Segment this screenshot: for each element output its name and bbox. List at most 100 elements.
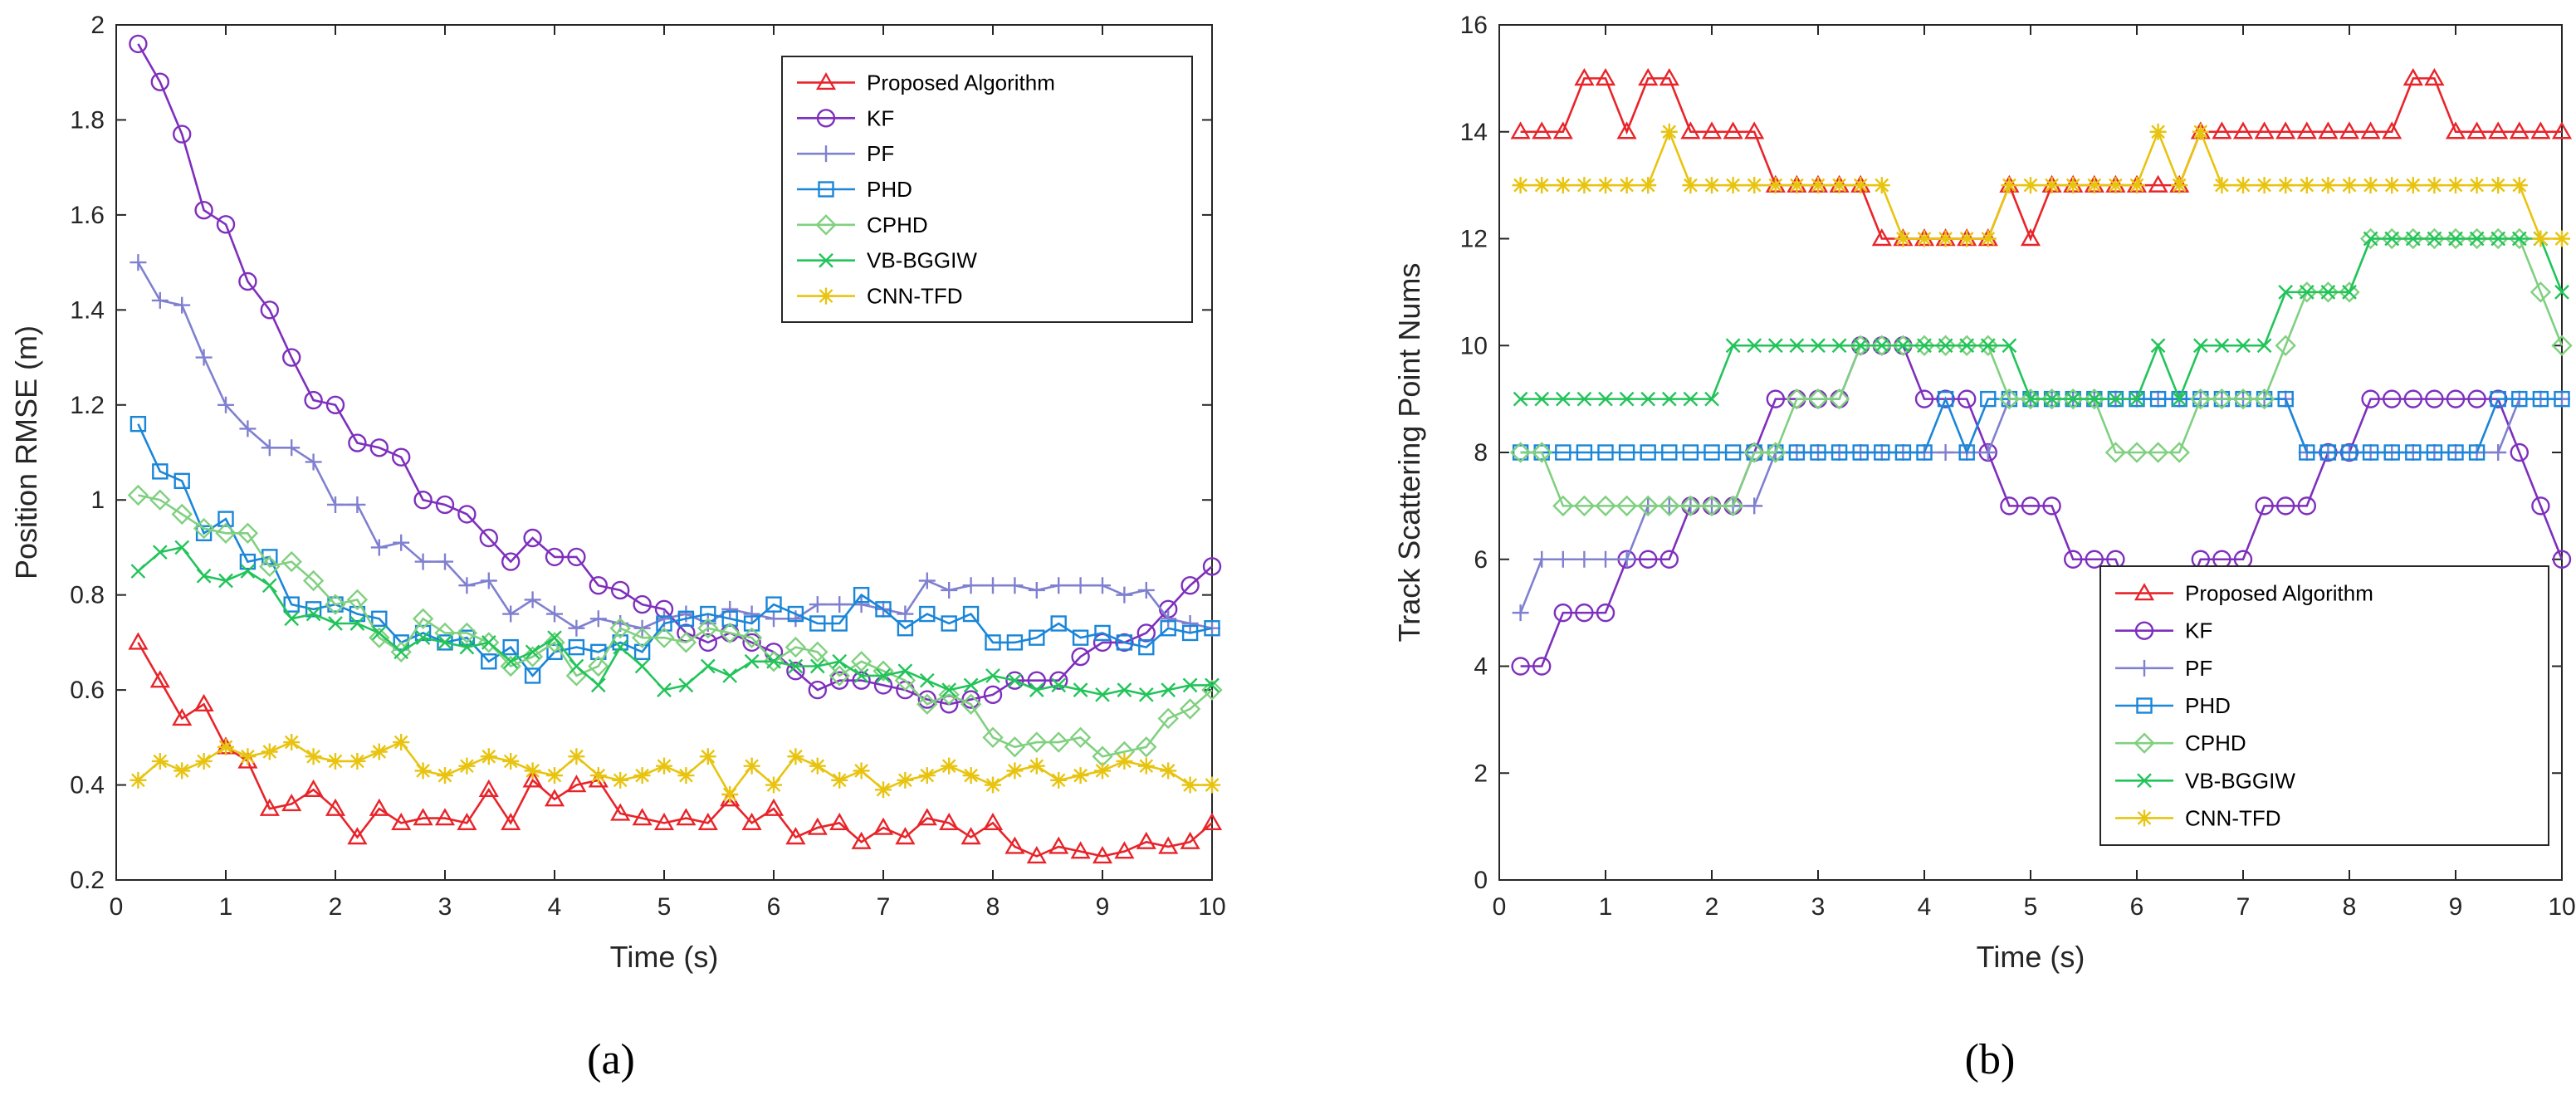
data-point-cphd [215,522,237,544]
data-point-pf [1137,581,1155,599]
legend-marker-pf [2136,659,2153,677]
data-point-vb-bggiw [2002,338,2017,354]
data-point-proposed-algorithm [325,798,346,816]
data-point-kf [1005,671,1024,690]
x-tick-label: 8 [986,893,1000,921]
data-point-proposed-algorithm [413,808,433,826]
data-point-cphd [1892,335,1914,356]
data-point-vb-bggiw [1874,338,1889,354]
legend-label-vb-bggiw: VB-BGGIW [2185,768,2295,793]
data-point-cphd [1157,707,1179,730]
data-point-cphd [2296,281,2318,303]
data-point-kf [1553,603,1573,623]
data-point-pf [1597,550,1614,568]
data-point-cphd [1573,495,1596,517]
data-point-vb-bggiw [1895,338,1911,354]
data-point-vb-bggiw [1661,391,1677,407]
x-tick-label: 2 [1705,893,1719,921]
data-point-phd [743,615,760,632]
data-point-vb-bggiw [2256,338,2272,354]
data-point-cnn-tfd [239,748,257,765]
data-point-cphd [1531,442,1552,463]
data-point-kf [2467,389,2486,408]
y-tick-label: 1.6 [70,202,105,229]
data-point-cnn-tfd [1597,177,1614,194]
series-line-vb-bggiw [1520,237,2564,403]
data-point-vb-bggiw [766,653,781,669]
data-point-cphd [1701,495,1723,517]
data-point-vb-bggiw [1138,687,1154,702]
data-point-cphd [1026,731,1048,753]
data-point-kf [1092,633,1112,653]
data-point-proposed-algorithm [2148,174,2168,193]
data-point-phd [458,629,476,646]
data-point-vb-bggiw [284,611,300,627]
data-point-kf [567,547,586,567]
data-point-phd [2277,390,2294,408]
data-point-cphd [1743,442,1765,463]
data-point-proposed-algorithm [2296,121,2317,139]
data-point-cphd [2190,388,2212,410]
data-point-vb-bggiw [459,639,475,655]
x-tick-label: 3 [1811,893,1826,921]
data-point-vb-bggiw [832,653,848,669]
data-point-cnn-tfd [1916,230,1933,247]
data-point-cnn-tfd [897,771,914,789]
data-point-cphd [938,684,960,706]
data-point-proposed-algorithm [1744,121,1765,139]
data-point-kf [501,552,521,571]
data-point-cphd [1004,736,1026,758]
x-tick-label: 6 [767,893,781,921]
data-point-cnn-tfd [1512,177,1529,194]
data-point-kf [413,491,433,510]
data-point-proposed-algorithm [1048,836,1069,854]
data-point-phd [524,667,541,684]
data-point-cphd [193,517,215,540]
data-point-vb-bggiw [1051,677,1067,693]
data-point-cphd [2147,442,2169,463]
data-point-proposed-algorithm [939,812,960,831]
data-point-pf [414,553,432,570]
data-point-cnn-tfd [809,757,826,775]
data-point-vb-bggiw [2192,338,2208,354]
data-point-cphd [2232,388,2254,410]
data-point-proposed-algorithm [1638,67,1659,86]
data-point-proposed-algorithm [851,831,872,849]
data-point-proposed-algorithm [172,708,193,726]
legend-marker-kf [816,109,836,128]
data-point-proposed-algorithm [1595,67,1616,86]
legend-marker-kf [2134,621,2154,640]
data-point-cnn-tfd [2192,123,2209,140]
data-point-vb-bggiw [1073,682,1088,697]
data-point-vb-bggiw [678,677,694,693]
data-point-kf [2000,496,2019,516]
data-point-phd [2468,444,2486,461]
data-point-cnn-tfd [831,771,848,789]
data-point-cnn-tfd [2468,177,2486,194]
data-point-phd [2299,444,2315,461]
x-tick-label: 1 [219,893,233,921]
y-tick-label: 1.2 [70,392,105,419]
legend-label-pf: PF [867,141,894,166]
data-point-vb-bggiw [2129,391,2144,407]
data-point-cphd [960,693,982,715]
data-point-phd [1138,638,1155,656]
data-point-phd [2554,390,2570,408]
data-point-cphd [588,655,609,677]
data-point-cnn-tfd [1576,177,1593,194]
data-point-cphd [1659,495,1680,517]
legend-label-cnn-tfd: CNN-TFD [867,284,963,309]
data-point-kf [1596,603,1615,623]
data-point-phd [962,605,980,623]
data-point-phd [1980,390,1997,408]
data-point-vb-bggiw [437,635,452,650]
data-point-phd [195,525,213,541]
data-point-vb-bggiw [1725,338,1741,354]
data-point-vb-bggiw [218,573,233,589]
data-point-vb-bggiw [2023,391,2038,407]
data-point-cnn-tfd [589,767,607,785]
data-point-vb-bggiw [1619,391,1635,407]
data-point-cnn-tfd [2043,177,2060,194]
data-point-phd [437,634,453,651]
